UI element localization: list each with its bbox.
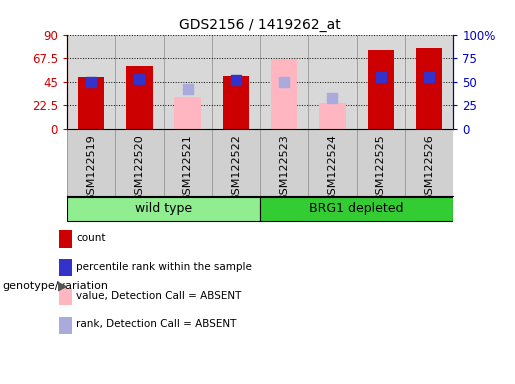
Text: GSM122520: GSM122520 xyxy=(134,134,144,202)
Text: GSM122521: GSM122521 xyxy=(183,134,193,202)
Text: GSM122526: GSM122526 xyxy=(424,134,434,202)
Text: BRG1 depleted: BRG1 depleted xyxy=(310,202,404,215)
Text: GSM122524: GSM122524 xyxy=(328,134,337,202)
Bar xyxy=(416,48,442,129)
Title: GDS2156 / 1419262_at: GDS2156 / 1419262_at xyxy=(179,18,341,32)
Point xyxy=(135,76,144,82)
Point xyxy=(425,74,433,80)
Point xyxy=(280,79,288,85)
Bar xyxy=(260,197,453,222)
Point xyxy=(376,74,385,80)
Text: GSM122523: GSM122523 xyxy=(279,134,289,202)
Bar xyxy=(175,97,201,129)
Bar xyxy=(78,78,105,129)
Text: GSM122522: GSM122522 xyxy=(231,134,241,202)
Text: genotype/variation: genotype/variation xyxy=(3,281,109,291)
Text: ▶: ▶ xyxy=(58,280,68,293)
Bar xyxy=(222,76,249,129)
Text: value, Detection Call = ABSENT: value, Detection Call = ABSENT xyxy=(76,291,242,301)
Bar xyxy=(319,103,346,129)
Text: GSM122519: GSM122519 xyxy=(86,134,96,202)
Text: rank, Detection Call = ABSENT: rank, Detection Call = ABSENT xyxy=(76,319,236,329)
Bar xyxy=(67,197,260,222)
Point xyxy=(183,86,192,92)
Text: percentile rank within the sample: percentile rank within the sample xyxy=(76,262,252,272)
Bar xyxy=(368,50,394,129)
Point xyxy=(329,94,337,101)
Bar xyxy=(126,66,152,129)
Text: GSM122525: GSM122525 xyxy=(376,134,386,202)
Text: wild type: wild type xyxy=(135,202,192,215)
Bar xyxy=(271,59,298,129)
Point xyxy=(87,79,95,85)
Point xyxy=(232,77,240,83)
Text: count: count xyxy=(76,233,106,243)
